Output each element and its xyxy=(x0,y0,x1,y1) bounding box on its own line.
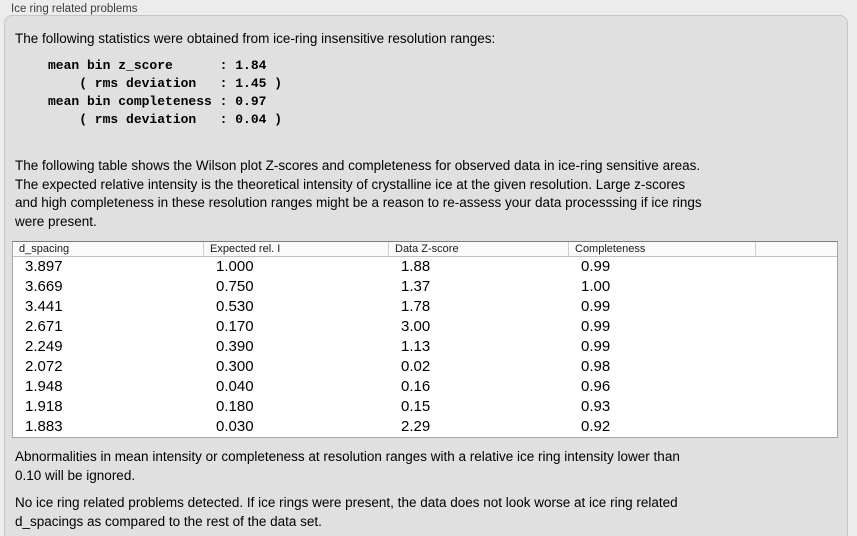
note-line: 0.10 will be ignored. xyxy=(15,468,136,483)
table-cell: 0.98 xyxy=(581,358,611,375)
table-row[interactable]: 1.948 0.040 0.16 0.96 xyxy=(13,377,837,397)
table-cell: 1.13 xyxy=(401,338,431,355)
table-cell: 1.948 xyxy=(25,378,63,395)
table-header-row: d_spacing Expected rel. I Data Z-score C… xyxy=(13,242,837,257)
table-cell: 1.000 xyxy=(216,258,254,275)
column-header-expected-rel-i[interactable]: Expected rel. I xyxy=(204,242,389,256)
table-body: 3.897 1.000 1.88 0.99 3.669 0.750 1.37 1.00 3.44… xyxy=(13,257,837,437)
table-row[interactable]: 3.897 1.000 1.88 0.99 xyxy=(13,257,837,277)
table-cell: 1.883 xyxy=(25,418,63,435)
table-row[interactable]: 3.669 0.750 1.37 1.00 xyxy=(13,277,837,297)
table-cell: 2.29 xyxy=(401,418,431,435)
table-row[interactable]: 2.671 0.170 3.00 0.99 xyxy=(13,317,837,337)
conclusion-line: d_spacings as compared to the rest of th… xyxy=(15,514,322,529)
table-cell: 0.96 xyxy=(581,378,611,395)
table-row[interactable]: 1.883 0.030 2.29 0.92 xyxy=(13,417,837,437)
column-header-empty xyxy=(756,242,837,256)
table-cell: 0.170 xyxy=(216,318,254,335)
table-cell xyxy=(756,297,837,317)
table-cell: 1.88 xyxy=(401,258,431,275)
table-cell: 3.00 xyxy=(401,318,431,335)
table-cell: 2.072 xyxy=(25,358,63,375)
table-cell xyxy=(756,317,837,337)
column-header-completeness[interactable]: Completeness xyxy=(569,242,756,256)
table-cell: 0.15 xyxy=(401,398,431,415)
description-line: and high completeness in these resolutio… xyxy=(15,195,702,211)
table-cell: 1.37 xyxy=(401,278,431,295)
table-cell: 0.390 xyxy=(216,338,254,355)
ice-ring-table[interactable]: d_spacing Expected rel. I Data Z-score C… xyxy=(12,241,838,438)
table-cell: 1.918 xyxy=(25,398,63,415)
table-cell: 0.040 xyxy=(216,378,254,395)
table-cell: 1.00 xyxy=(581,278,611,295)
conclusion-text: No ice ring related problems detected. I… xyxy=(15,493,678,531)
panel-title: Ice ring related problems xyxy=(11,3,138,15)
table-cell xyxy=(756,417,837,437)
table-cell: 0.530 xyxy=(216,298,254,315)
conclusion-line: No ice ring related problems detected. I… xyxy=(15,495,678,510)
note-line: Abnormalities in mean intensity or compl… xyxy=(15,449,680,464)
table-row[interactable]: 1.918 0.180 0.15 0.93 xyxy=(13,397,837,417)
table-cell: 0.99 xyxy=(581,318,611,335)
table-cell: 0.16 xyxy=(401,378,431,395)
table-cell: 0.750 xyxy=(216,278,254,295)
table-cell: 3.441 xyxy=(25,298,63,315)
description-line: The following table shows the Wilson plo… xyxy=(15,158,701,173)
table-cell: 0.300 xyxy=(216,358,254,375)
table-cell: 0.180 xyxy=(216,398,254,415)
table-row[interactable]: 3.441 0.530 1.78 0.99 xyxy=(13,297,837,317)
table-cell xyxy=(756,357,837,377)
table-cell xyxy=(756,337,837,357)
table-cell xyxy=(756,377,837,397)
description-line: The expected relative intensity is the t… xyxy=(15,176,686,192)
column-header-d-spacing[interactable]: d_spacing xyxy=(13,242,204,256)
table-cell: 2.249 xyxy=(25,338,63,355)
table-cell: 0.030 xyxy=(216,418,254,435)
table-row[interactable]: 2.249 0.390 1.13 0.99 xyxy=(13,337,837,357)
table-cell: 3.669 xyxy=(25,278,63,295)
table-cell xyxy=(756,277,837,297)
table-cell: 0.99 xyxy=(581,338,611,355)
table-cell: 1.78 xyxy=(401,298,431,315)
table-cell: 0.02 xyxy=(401,358,431,375)
table-cell: 0.99 xyxy=(581,298,611,315)
note-text: Abnormalities in mean intensity or compl… xyxy=(15,447,680,485)
column-header-data-z-score[interactable]: Data Z-score xyxy=(389,242,569,256)
table-row[interactable]: 2.072 0.300 0.02 0.98 xyxy=(13,357,837,377)
table-cell: 3.897 xyxy=(25,258,63,275)
description-line: were present. xyxy=(15,213,97,229)
table-description: The following table shows the Wilson plo… xyxy=(15,157,702,231)
table-cell xyxy=(756,397,837,417)
table-cell: 0.93 xyxy=(581,398,611,415)
table-cell xyxy=(756,257,837,277)
intro-text: The following statistics were obtained f… xyxy=(15,31,496,46)
stats-block: mean bin z_score : 1.84 ( rms deviation … xyxy=(48,58,283,127)
table-cell: 2.671 xyxy=(25,318,63,335)
table-cell: 0.99 xyxy=(581,258,611,275)
table-cell: 0.92 xyxy=(581,418,611,435)
